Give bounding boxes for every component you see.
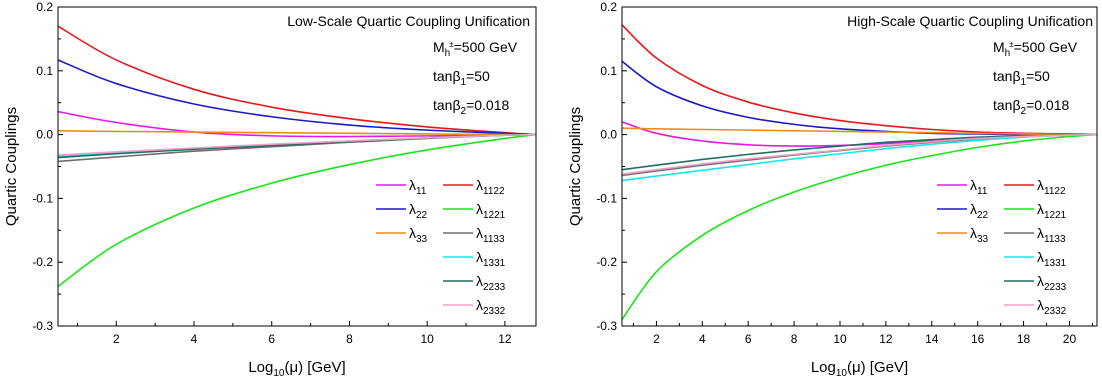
series-line-λ33: [621, 127, 1098, 136]
legend-label-λ11: λ11: [409, 177, 427, 197]
x-axis-label: Log10(μ) [GeV]: [248, 359, 345, 379]
x-axis-label: Log10(μ) [GeV]: [811, 359, 908, 379]
legend-label-λ22: λ22: [970, 201, 989, 221]
x-tick-label: 14: [925, 332, 939, 346]
chart-panel-2: -0.3 -0.2 -0.1 0.0 0.1 0.2 2 4 6 8 10 12 14 16 18 20 Log…: [567, 0, 1098, 379]
annotation-3: tanβ2=0.018: [433, 97, 510, 117]
legend-label-λ11: λ11: [970, 177, 988, 197]
series-line-λ1122: [57, 25, 537, 136]
x-tick-label: 6: [268, 332, 275, 346]
series-line-λ2233: [57, 133, 537, 159]
x-tick-label: 4: [699, 332, 706, 346]
y-tick-label: 0.1: [36, 64, 53, 78]
series-line-λ1133: [57, 133, 537, 163]
y-tick-label: 0.0: [36, 128, 53, 142]
legend-label-λ1122: λ1122: [1037, 177, 1066, 197]
y-tick-label: -0.3: [596, 319, 617, 333]
legend-label-λ1331: λ1331: [476, 249, 506, 269]
y-tick-label: -0.3: [32, 319, 53, 333]
x-tick-label: 8: [346, 332, 353, 346]
legend-label-λ33: λ33: [409, 225, 428, 245]
legend-label-λ2233: λ2233: [1037, 273, 1067, 293]
y-tick-label: 0.1: [600, 64, 617, 78]
x-tick-label: 12: [498, 332, 512, 346]
x-tick-label: 2: [653, 332, 660, 346]
legend-label-λ2332: λ2332: [476, 297, 506, 317]
x-tick-label: 16: [971, 332, 985, 346]
x-tick-label: 12: [879, 332, 893, 346]
series-line-λ33: [57, 129, 537, 136]
series-line-λ1221: [57, 133, 537, 288]
legend-label-λ1221: λ1221: [1037, 201, 1067, 221]
x-tick-label: 18: [1017, 332, 1031, 346]
y-axis-label: Quartic Couplings: [567, 107, 584, 226]
series-line-λ1221: [621, 133, 1098, 321]
legend: λ11 λ22 λ33 λ1122 λ1221 λ1133 λ1331 λ2233 λ2332: [937, 177, 1067, 317]
series-group: [621, 24, 1098, 321]
y-tick-label: 0.0: [600, 128, 617, 142]
annotation-1: Mh±=500 GeV: [433, 39, 518, 59]
legend-label-λ1133: λ1133: [476, 225, 505, 245]
legend: λ11 λ22 λ33 λ1122 λ1221 λ1133 λ1331 λ2233 λ2332: [376, 177, 506, 317]
legend-label-λ1122: λ1122: [476, 177, 505, 197]
y-tick-label: 0.2: [36, 0, 53, 14]
annotation-2: tanβ1=50: [433, 68, 490, 88]
chart-title: High-Scale Quartic Coupling Unification: [847, 13, 1093, 29]
annotation-2: tanβ1=50: [993, 68, 1050, 88]
y-tick-label: -0.2: [32, 255, 53, 269]
legend-label-λ2332: λ2332: [1037, 297, 1067, 317]
x-tick-label: 4: [191, 332, 198, 346]
legend-label-λ22: λ22: [409, 201, 428, 221]
x-tick-label: 6: [745, 332, 752, 346]
legend-label-λ1133: λ1133: [1037, 225, 1066, 245]
y-tick-label: -0.2: [596, 255, 617, 269]
series-group: [57, 25, 537, 288]
series-line-λ2332: [621, 133, 1098, 175]
annotation-1: Mh±=500 GeV: [993, 39, 1078, 59]
y-tick-label: -0.1: [32, 191, 53, 205]
series-line-λ2332: [57, 133, 537, 156]
x-tick-label: 10: [421, 332, 435, 346]
chart-title: Low-Scale Quartic Coupling Unification: [287, 13, 530, 29]
x-tick-label: 8: [791, 332, 798, 346]
chart-panel-1: -0.3 -0.2 -0.1 0.0 0.1 0.2 2 4 6 8 10 12 Log10(μ) [G…: [3, 0, 537, 379]
x-tick-label: 2: [113, 332, 120, 346]
y-tick-label: 0.2: [600, 0, 617, 14]
y-axis-label: Quartic Couplings: [3, 107, 20, 226]
x-tick-label: 10: [833, 332, 847, 346]
legend-label-λ2233: λ2233: [476, 273, 506, 293]
legend-label-λ33: λ33: [970, 225, 989, 245]
series-line-λ22: [57, 59, 537, 136]
legend-label-λ1221: λ1221: [476, 201, 506, 221]
annotation-3: tanβ2=0.018: [993, 97, 1070, 117]
legend-label-λ1331: λ1331: [1037, 249, 1067, 269]
y-tick-label: -0.1: [596, 191, 617, 205]
x-tick-label: 20: [1063, 332, 1077, 346]
